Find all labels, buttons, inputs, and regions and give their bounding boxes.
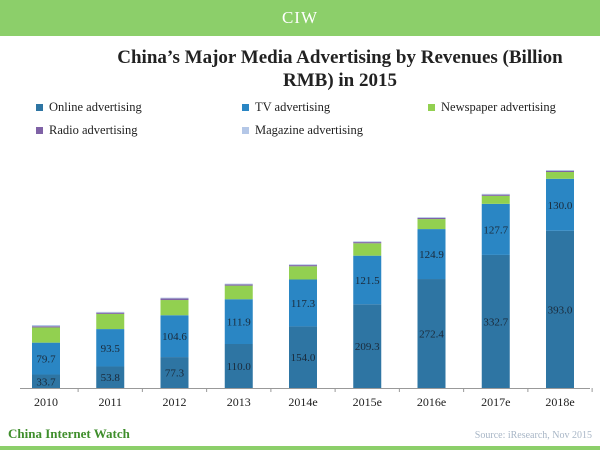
legend-label: Newspaper advertising [441, 100, 556, 114]
x-tick-label: 2018e [545, 395, 574, 409]
bar-segment [96, 366, 125, 388]
legend-item: Online advertising [36, 100, 142, 114]
legend-item: Radio advertising [36, 123, 138, 137]
legend-label: Magazine advertising [255, 123, 363, 137]
legend-label: Radio advertising [49, 123, 138, 137]
legend-swatch [242, 126, 249, 134]
bar-segment [417, 217, 446, 220]
legend-swatch [242, 103, 249, 111]
bar-segment [481, 254, 510, 388]
bar-segment [160, 300, 189, 316]
data-label: 124.9 [419, 249, 444, 261]
legend-label: TV advertising [255, 100, 331, 114]
bar-segment [224, 299, 253, 344]
bar-segment [224, 344, 253, 388]
ciw-logo: CIW [272, 4, 328, 32]
bar-segment [96, 329, 125, 367]
bar-segment [481, 193, 510, 195]
data-label: 33.7 [36, 376, 56, 388]
bar-segment [481, 195, 510, 204]
data-label: 130.0 [548, 200, 573, 212]
bar-segment [32, 325, 60, 327]
bar-segment [160, 357, 189, 388]
bar-segment [32, 326, 60, 328]
legend-swatch [36, 103, 43, 111]
bar-segment [546, 170, 574, 172]
x-tick-label: 2017e [481, 395, 510, 409]
x-tick-label: 2016e [417, 395, 446, 409]
bar-segment [353, 241, 382, 243]
x-tick-label: 2013 [227, 395, 251, 409]
legend-swatch [36, 126, 43, 134]
bar-segment [32, 342, 60, 375]
bar-segment [224, 283, 253, 285]
bar-segment [289, 265, 317, 267]
bar-segment [32, 327, 60, 343]
stacked-bar-chart: 33.7 79.7 2010 53.8 93.5 2011 77.3 104.6 2012 110… [20, 170, 593, 409]
legend-label: Online advertising [49, 100, 142, 114]
bar-segment [353, 304, 382, 388]
bar-segment [32, 374, 60, 388]
bar-segment [481, 203, 510, 255]
bar-segment [96, 311, 125, 313]
bar-segment [353, 255, 382, 305]
data-label: 111.9 [227, 317, 251, 329]
data-label: 93.5 [101, 343, 121, 355]
bar-segment [289, 266, 317, 280]
data-label: 104.6 [162, 331, 187, 343]
bar-segment [96, 312, 125, 314]
bar-segment [417, 217, 446, 218]
data-label: 110.0 [227, 361, 252, 373]
bar-segment [289, 279, 317, 327]
footer-brand: China Internet Watch [8, 426, 130, 441]
bar-segment [481, 194, 510, 196]
bar-segment [353, 242, 382, 244]
bar-segment [289, 264, 317, 266]
bar-segment [96, 313, 125, 330]
bar-segment [353, 243, 382, 256]
x-tick-label: 2012 [163, 395, 187, 409]
bar-segment [546, 230, 574, 388]
bar-segment [224, 285, 253, 300]
bar-segment [160, 297, 189, 299]
data-label: 393.0 [548, 304, 573, 316]
bar-segment [417, 279, 446, 388]
data-label: 77.3 [165, 368, 185, 380]
x-tick-label: 2014e [288, 395, 317, 409]
data-label: 332.7 [483, 316, 508, 328]
legend-item: Magazine advertising [242, 123, 363, 137]
bar-segment [546, 172, 574, 179]
legend-swatch [428, 103, 435, 111]
footer-bar [0, 446, 600, 450]
data-label: 53.8 [101, 372, 121, 384]
data-label: 117.3 [291, 298, 316, 310]
data-label: 209.3 [355, 341, 380, 353]
data-label: 121.5 [355, 275, 380, 287]
legend-item: Newspaper advertising [428, 100, 556, 114]
data-label: 127.7 [483, 224, 508, 236]
data-label: 79.7 [36, 354, 56, 366]
bar-segment [417, 229, 446, 280]
bar-segment [224, 284, 253, 286]
x-tick-label: 2015e [353, 395, 382, 409]
legend-item: TV advertising [242, 100, 330, 114]
bar-segment [289, 326, 317, 388]
x-tick-label: 2010 [34, 395, 58, 409]
bar-segment [546, 170, 574, 171]
data-label: 272.4 [419, 329, 444, 341]
bar-segment [417, 219, 446, 230]
x-tick-label: 2011 [98, 395, 122, 409]
data-label: 154.0 [291, 352, 316, 364]
footer-source: Source: iResearch, Nov 2015 [474, 430, 592, 441]
bar-segment [160, 298, 189, 301]
bar-segment [160, 315, 189, 358]
chart-title: China’s Major Media Advertising by Reven… [117, 47, 563, 91]
bar-segment [546, 178, 574, 231]
